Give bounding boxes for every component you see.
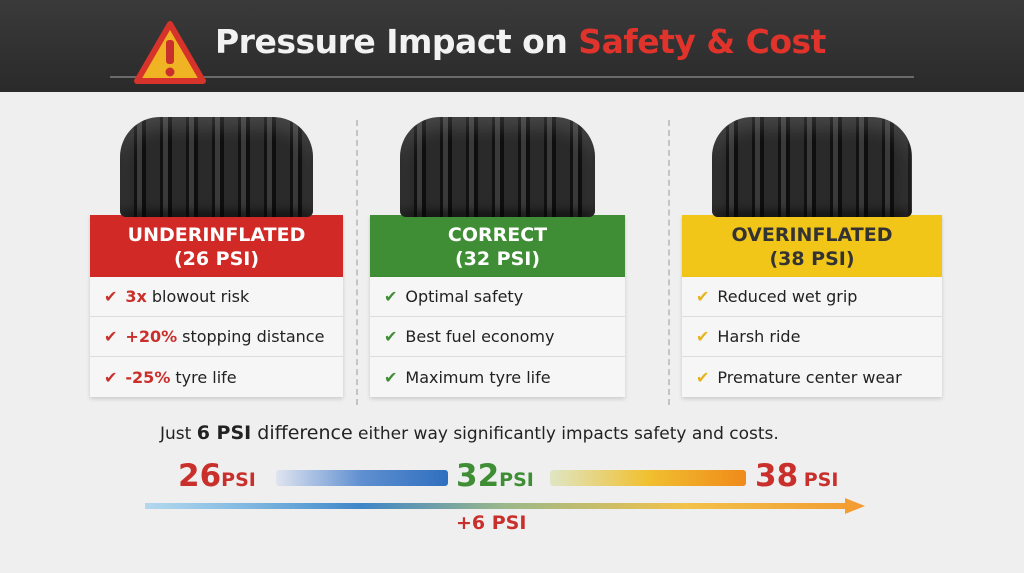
item-text: stopping distance (182, 327, 325, 346)
item-highlight: -25% (125, 367, 171, 387)
check-icon: ✔ (104, 367, 118, 387)
card-overinflated: OVERINFLATED (38 PSI) ✔ Reduced wet grip ✔ Ha… (682, 117, 942, 397)
card-header: UNDERINFLATED (26 PSI) (90, 215, 343, 277)
card-label: UNDERINFLATED (127, 224, 306, 246)
item-text: Harsh ride (717, 327, 801, 346)
check-icon: ✔ (384, 287, 398, 306)
gradient-bar-low (276, 470, 448, 486)
list-item: ✔ Best fuel economy (370, 317, 625, 357)
check-icon: ✔ (104, 327, 118, 346)
check-icon: ✔ (696, 287, 710, 306)
psi-mid: 32PSI (456, 458, 534, 494)
card-psi: (26 PSI) (173, 248, 260, 270)
list-item: ✔ -25% tyre life (90, 357, 343, 397)
warning-triangle-icon (134, 21, 206, 84)
item-text: tyre life (175, 367, 237, 387)
header-rule (110, 76, 914, 78)
check-icon: ✔ (384, 327, 398, 346)
check-icon: ✔ (696, 327, 710, 346)
card-correct: CORRECT (32 PSI) ✔ Optimal safety ✔ Best fuel… (370, 117, 625, 397)
tyre-image (400, 117, 595, 217)
tyre-image (712, 117, 912, 217)
list-item: ✔ 3x blowout risk (90, 277, 343, 317)
item-text: blowout risk (151, 287, 250, 306)
tyre-image (120, 117, 313, 217)
divider (356, 120, 358, 405)
page-title: Pressure Impact on Safety & Cost (215, 22, 826, 61)
list-item: ✔ Reduced wet grip (682, 277, 942, 317)
item-text: Best fuel economy (405, 327, 555, 346)
gradient-bar-high (550, 470, 746, 486)
check-icon: ✔ (104, 287, 118, 306)
pressure-arrow (145, 498, 865, 514)
title-accent: Safety & Cost (578, 22, 826, 61)
check-icon: ✔ (696, 367, 710, 387)
psi-high: 38 PSI (755, 458, 839, 494)
card-label: CORRECT (447, 224, 548, 246)
divider (668, 120, 670, 405)
list-item: ✔ Maximum tyre life (370, 357, 625, 397)
item-text: Maximum tyre life (405, 367, 551, 387)
list-item: ✔ Harsh ride (682, 317, 942, 357)
card-underinflated: UNDERINFLATED (26 PSI) ✔ 3x blowout risk ✔ +20… (90, 117, 343, 397)
card-label: OVERINFLATED (731, 224, 893, 246)
card-header: OVERINFLATED (38 PSI) (682, 215, 942, 277)
list-item: ✔ +20% stopping distance (90, 317, 343, 357)
item-text: Reduced wet grip (717, 287, 858, 306)
list-item: ✔ Premature center wear (682, 357, 942, 397)
summary-note: Just 6 PSI difference either way signifi… (160, 422, 779, 444)
check-icon: ✔ (384, 367, 398, 387)
item-highlight: 3x (125, 287, 147, 306)
item-text: Optimal safety (405, 287, 524, 306)
psi-low: 26PSI (178, 458, 256, 494)
title-prefix: Pressure Impact on (215, 22, 579, 61)
card-psi: (38 PSI) (769, 248, 855, 270)
item-text: Premature center wear (717, 367, 902, 387)
card-header: CORRECT (32 PSI) (370, 215, 625, 277)
list-item: ✔ Optimal safety (370, 277, 625, 317)
card-psi: (32 PSI) (454, 248, 541, 270)
item-highlight: +20% (125, 327, 178, 346)
psi-delta: +6 PSI (456, 512, 527, 534)
